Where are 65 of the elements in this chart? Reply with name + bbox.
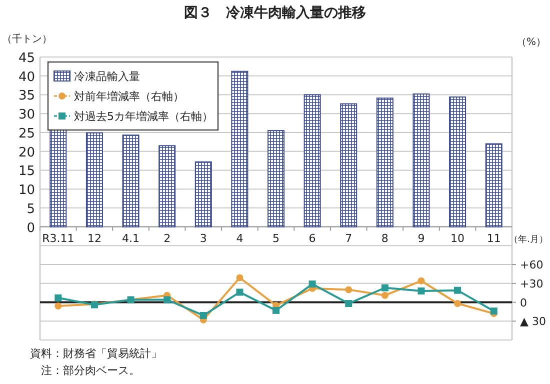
bar bbox=[86, 132, 103, 228]
legend-label: 冷凍品輸入量 bbox=[74, 70, 140, 83]
x-tick-label: 12 bbox=[87, 232, 102, 245]
x-tick-label: R3.11 bbox=[42, 232, 74, 245]
x-tick-label: 7 bbox=[345, 232, 352, 245]
y-tick-label: 15 bbox=[18, 164, 35, 180]
point bbox=[454, 300, 462, 308]
y2-tick-label: ▲ 30 bbox=[520, 315, 546, 328]
y2-tick-label: +60 bbox=[520, 258, 544, 272]
y-tick-label: 25 bbox=[18, 126, 35, 142]
point bbox=[345, 300, 352, 308]
legend-label: 対前年増減率（右軸） bbox=[74, 90, 184, 103]
y-tick-label: 35 bbox=[18, 88, 35, 104]
bar bbox=[485, 143, 502, 228]
y-tick-label: 5 bbox=[26, 202, 35, 217]
x-tick-label: 10 bbox=[450, 232, 465, 245]
x-tick-label: 4.1 bbox=[122, 232, 140, 245]
x-tick-label: 9 bbox=[418, 232, 425, 245]
x-tick-label: 4 bbox=[236, 232, 244, 245]
bar bbox=[231, 70, 248, 228]
x-tick-label: 8 bbox=[381, 232, 388, 245]
point bbox=[54, 294, 62, 302]
bar bbox=[158, 145, 176, 228]
y2-tick-label: +30 bbox=[520, 277, 544, 290]
x-axis-title: （年.月） bbox=[509, 234, 548, 245]
point bbox=[418, 277, 425, 284]
point bbox=[272, 306, 280, 314]
y-axis-title: （千トン） bbox=[2, 33, 52, 45]
point bbox=[308, 280, 316, 288]
bar bbox=[122, 134, 140, 228]
point bbox=[418, 287, 425, 294]
y-tick-label: 45 bbox=[18, 51, 35, 66]
text: 注：部分肉ベース。 bbox=[30, 364, 140, 377]
y-tick-label: 0 bbox=[26, 220, 35, 236]
y-tick-label: 30 bbox=[18, 108, 35, 123]
x-tick-label: 5 bbox=[272, 232, 280, 245]
point bbox=[164, 296, 171, 304]
legend-label: 対過去5カ年増減率（右軸） bbox=[74, 110, 213, 123]
point bbox=[490, 308, 498, 315]
point bbox=[236, 274, 244, 282]
y-tick-label: 20 bbox=[18, 145, 35, 160]
point bbox=[236, 288, 244, 296]
point bbox=[381, 292, 388, 299]
bar bbox=[449, 96, 466, 228]
chart-title: 図３ 冷凍牛肉輸入量の推移 bbox=[184, 5, 366, 21]
bar bbox=[194, 161, 212, 228]
point bbox=[200, 312, 207, 319]
x-tick-label: 3 bbox=[200, 232, 207, 245]
bar bbox=[268, 130, 284, 228]
x-tick-label: 2 bbox=[164, 232, 171, 245]
point bbox=[345, 286, 352, 294]
point bbox=[54, 302, 62, 310]
bar bbox=[376, 98, 394, 228]
bar bbox=[304, 94, 321, 228]
x-tick-label: 11 bbox=[486, 232, 501, 245]
y-tick-label: 40 bbox=[18, 70, 35, 85]
text: 資料：財務省「貿易統計」 bbox=[30, 347, 162, 360]
bar bbox=[412, 93, 430, 228]
x-tick-label: 6 bbox=[308, 232, 316, 245]
y2-tick-label: 0 bbox=[520, 296, 527, 310]
y-tick-label: 10 bbox=[18, 183, 35, 198]
point bbox=[454, 286, 462, 294]
y2-axis-title: （%） bbox=[516, 37, 546, 48]
point bbox=[381, 284, 388, 292]
bar bbox=[340, 103, 358, 228]
